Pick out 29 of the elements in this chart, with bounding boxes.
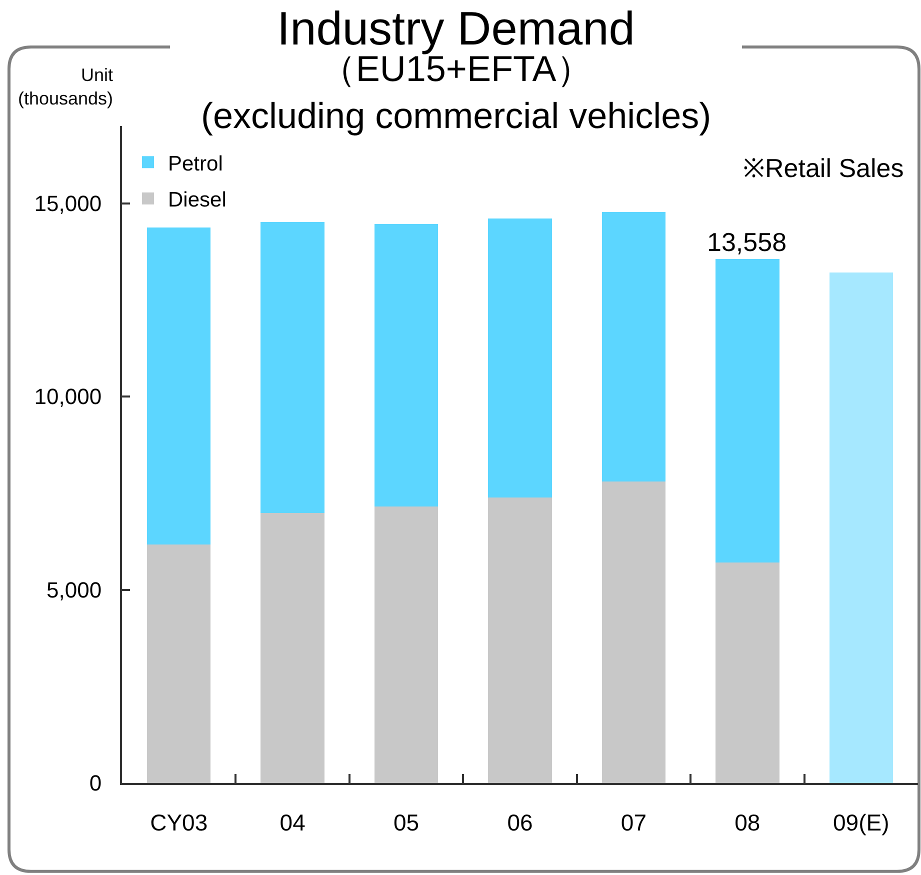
bar (716, 259, 780, 562)
y-tick-label: 15,000 (34, 190, 102, 216)
bar (602, 212, 666, 482)
x-tick-label: 09(E) (833, 810, 890, 836)
total-label: 13,558 (707, 227, 787, 257)
annotation: ※Retail Sales (743, 153, 904, 183)
x-tick-label: 04 (280, 810, 306, 836)
y-tick-label: 5,000 (46, 577, 102, 602)
bar (260, 222, 324, 514)
bar (716, 562, 780, 783)
x-tick-label: CY03 (150, 810, 208, 836)
legend-label: Diesel (168, 188, 226, 212)
y-tick-label: 0 (89, 770, 102, 796)
x-tick-label: 07 (620, 810, 647, 836)
bar (147, 228, 211, 545)
legend-label: Petrol (168, 152, 223, 176)
y-tick-label: 10,000 (34, 384, 102, 410)
bar (488, 497, 552, 783)
bar (829, 272, 893, 783)
y-axis-title: Unit (thousands) (18, 65, 114, 108)
bar (602, 482, 666, 783)
bar (147, 544, 211, 783)
x-tick-label: 06 (507, 810, 533, 836)
bar (374, 506, 438, 783)
x-tick-label: 05 (393, 810, 420, 836)
x-tick-label: 08 (734, 810, 760, 836)
bar (260, 513, 324, 783)
bar (374, 224, 438, 506)
bar (488, 218, 552, 498)
